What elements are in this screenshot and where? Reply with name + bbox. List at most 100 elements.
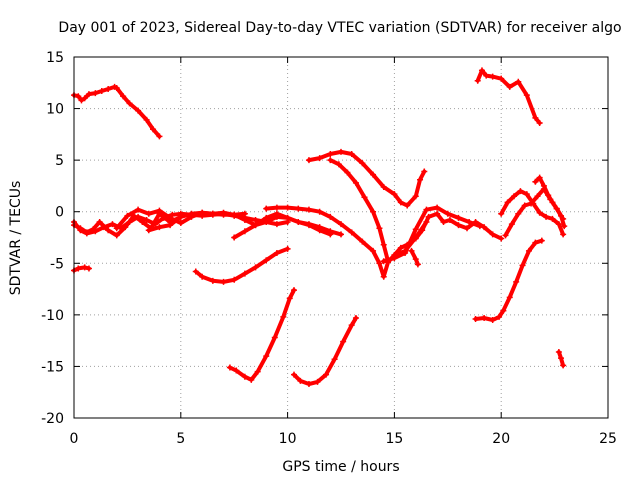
data-point <box>352 179 359 186</box>
data-point <box>226 364 233 371</box>
y-tick-label: -10 <box>41 308 64 324</box>
data-point <box>327 157 334 164</box>
data-point <box>263 353 270 360</box>
data-point <box>286 295 293 302</box>
data-point <box>280 313 287 320</box>
data-point <box>489 317 496 324</box>
data-point <box>192 268 199 275</box>
y-tick-label: -20 <box>41 411 64 427</box>
y-tick-label: 15 <box>46 50 64 66</box>
data-point <box>98 88 105 95</box>
data-point <box>412 256 419 263</box>
data-point <box>143 216 150 223</box>
data-point <box>515 210 522 217</box>
data-point <box>455 214 462 221</box>
data-point <box>209 210 216 217</box>
data-point <box>231 276 238 283</box>
data-point <box>241 216 248 223</box>
data-point <box>199 209 206 216</box>
data-point <box>241 373 248 380</box>
data-point <box>295 219 302 226</box>
data-point <box>464 225 471 232</box>
data-point <box>528 200 535 207</box>
data-point <box>440 219 447 226</box>
data-point <box>340 338 347 345</box>
data-point <box>156 207 163 214</box>
data-point <box>500 307 507 314</box>
data-point <box>105 85 112 92</box>
data-point <box>167 222 174 229</box>
data-point <box>295 205 302 212</box>
data-point <box>519 262 526 269</box>
series-arc-1 <box>71 83 163 140</box>
data-point <box>502 232 509 239</box>
series-trace <box>473 238 544 322</box>
data-point <box>521 202 528 209</box>
data-point <box>338 231 344 238</box>
data-point <box>532 239 539 246</box>
data-point <box>323 371 330 378</box>
data-point <box>220 278 227 285</box>
data-point <box>199 273 206 280</box>
series-arc-20 <box>532 174 568 230</box>
data-point <box>348 229 355 236</box>
data-point <box>543 213 550 220</box>
data-point <box>380 183 387 190</box>
data-point <box>536 174 543 181</box>
data-point <box>273 210 280 217</box>
series-arc-11 <box>291 314 359 387</box>
series-arc-13 <box>327 157 430 265</box>
data-point <box>515 78 522 85</box>
data-point <box>561 223 568 230</box>
data-point <box>560 362 567 369</box>
data-point <box>233 367 240 374</box>
data-point <box>156 133 163 140</box>
data-point <box>120 93 127 100</box>
data-point <box>263 205 270 212</box>
axis-ticks <box>73 56 609 419</box>
series-trace <box>146 210 247 233</box>
data-point <box>316 155 323 162</box>
data-point <box>352 314 359 321</box>
data-point <box>498 75 505 82</box>
data-point <box>511 193 518 200</box>
data-point <box>412 226 419 233</box>
data-point <box>335 161 342 168</box>
x-tick-label: 15 <box>385 431 403 447</box>
data-point <box>92 90 99 97</box>
data-point <box>423 206 430 213</box>
data-point <box>517 188 524 195</box>
data-point <box>145 210 152 217</box>
data-point <box>135 107 142 114</box>
data-point <box>423 219 430 226</box>
series-trace <box>409 248 420 267</box>
data-point <box>263 257 270 264</box>
series-trace <box>381 205 482 264</box>
data-point <box>478 67 485 74</box>
data-point <box>391 255 398 262</box>
series-arc-21 <box>555 348 567 369</box>
data-point <box>417 176 424 183</box>
data-point <box>359 238 366 245</box>
data-point <box>113 84 120 91</box>
data-point <box>359 160 366 167</box>
data-point <box>145 227 152 234</box>
data-point <box>305 157 312 164</box>
data-point <box>370 247 377 254</box>
data-point <box>549 215 556 222</box>
y-tick-label: -15 <box>41 359 64 375</box>
data-point <box>508 221 515 228</box>
data-point <box>532 178 539 185</box>
data-point <box>284 204 291 211</box>
data-point <box>412 193 419 200</box>
data-point <box>81 95 88 102</box>
series-arc-5 <box>145 209 248 234</box>
data-point <box>558 212 565 219</box>
data-point <box>124 212 131 219</box>
data-point <box>481 314 488 321</box>
data-point <box>254 368 261 375</box>
data-point <box>553 205 560 212</box>
data-point <box>474 77 481 84</box>
data-point <box>344 169 351 176</box>
data-point <box>252 264 259 271</box>
